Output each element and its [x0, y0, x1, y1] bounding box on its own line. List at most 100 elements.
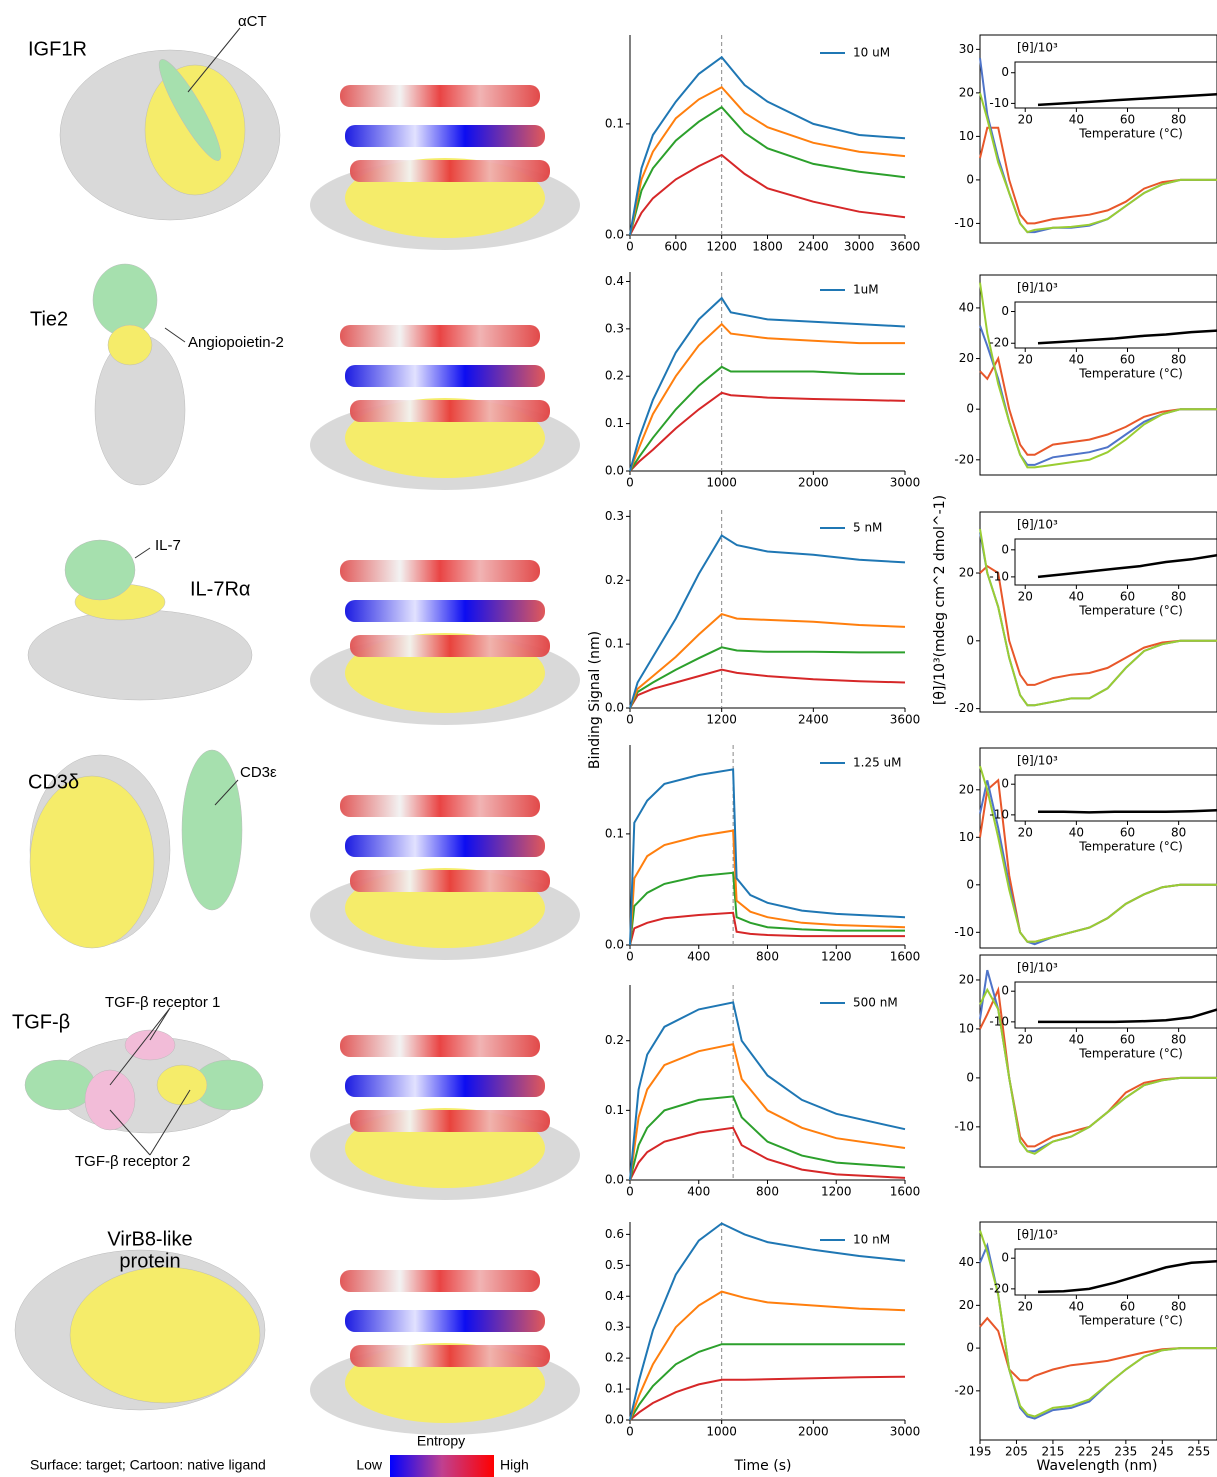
x-tick-label: 1800: [752, 240, 783, 254]
leader-line: [149, 1089, 191, 1156]
series-line: [629, 1290, 906, 1421]
x-tick-label: 3000: [844, 240, 875, 254]
legend-label: 10 uM: [853, 46, 890, 60]
ligand-helix: [340, 795, 540, 817]
series-line: [629, 365, 905, 472]
x-tick-label: 0: [626, 476, 634, 490]
inset-chart: -10 0 20 40 60 80 [θ]/10³ Temperature (°C): [989, 961, 1217, 1061]
series-line: [979, 126, 1217, 225]
x-tick-label: 400: [687, 950, 710, 964]
y-tick-label: 20: [959, 1298, 974, 1312]
series-line: [629, 322, 905, 472]
y-tick-label: 40: [959, 300, 974, 314]
y-tick-label: 10: [959, 830, 974, 844]
series-line: [1038, 1008, 1217, 1024]
target-label: protein: [119, 1250, 180, 1272]
x-tick-label: 3600: [890, 713, 921, 727]
binding-chart: 0.0 0.1 0.2 0 400 800 1200 1600 500 nM: [605, 985, 920, 1199]
series-line: [629, 534, 906, 709]
y-tick-label: -10: [989, 807, 1009, 821]
x-tick-label: 3000: [890, 1425, 921, 1439]
series-line: [629, 1343, 905, 1421]
series-line: [629, 829, 906, 946]
y-tick-label: 0.0: [605, 1413, 624, 1427]
y-tick-label: 0.1: [605, 416, 624, 430]
x-tick-label: 40: [1069, 826, 1084, 840]
x-tick-label: 1200: [821, 1185, 852, 1199]
binding-chart: 0.0 0.1 0.2 0.3 0.4 0 1000 2000 3000 1uM: [605, 272, 920, 490]
y-tick-label: 0.3: [605, 1320, 624, 1334]
series-line: [1038, 809, 1217, 814]
plot-frame: [1014, 538, 1217, 586]
y-tick-label: 20: [959, 782, 974, 796]
x-tick-label: 60: [1120, 1033, 1135, 1047]
target-label: IGF1R: [28, 38, 87, 60]
y-tick-label: -20: [989, 336, 1009, 350]
ligand-label: CD3ε: [240, 764, 277, 781]
y-tick-label: -20: [989, 1281, 1009, 1295]
y-tick-label: 0.0: [605, 701, 624, 715]
x-tick-label: 40: [1069, 590, 1084, 604]
caption: Surface: target; Cartoon: native ligand: [30, 1457, 266, 1473]
y-tick-label: 0.1: [605, 826, 624, 840]
x-tick-label: 1200: [706, 713, 737, 727]
inset-chart: -20 0 20 40 60 80 [θ]/10³ Temperature (°C): [989, 1228, 1217, 1328]
x-axis-label: Wavelength (nm): [1037, 1458, 1158, 1474]
x-tick-label: 1600: [890, 950, 921, 964]
inset-chart: -20 0 20 40 60 80 [θ]/10³ Temperature (°C): [989, 281, 1217, 381]
leader-line: [164, 327, 186, 343]
x-tick-label: 60: [1120, 590, 1135, 604]
inset-x-label: Temperature (°C): [1078, 604, 1183, 618]
x-tick-label: 2400: [798, 240, 829, 254]
ligand-helix: [345, 1075, 545, 1097]
target-label: Tie2: [30, 308, 68, 330]
leader-line: [134, 547, 151, 559]
y-tick-label: 0: [1001, 777, 1009, 791]
ligand-helix: [340, 1270, 540, 1292]
ligand-helix: [350, 1345, 550, 1367]
series-line: [629, 1222, 906, 1421]
y-axis-label: [θ]/10³(mdeg cm^2 dmol^-1): [932, 495, 948, 705]
series-line: [629, 768, 906, 946]
protein-shape: [64, 539, 136, 601]
structure-art: [14, 27, 580, 1435]
series-line: [629, 105, 906, 236]
y-tick-label: 0: [1001, 65, 1009, 79]
ligand-label: IL-7: [155, 537, 181, 554]
y-tick-label: 0: [966, 633, 974, 647]
x-tick-label: 20: [1018, 353, 1033, 367]
x-tick-label: 1600: [890, 1185, 921, 1199]
y-axis-label: Binding Signal (nm): [587, 631, 603, 769]
ligand-helix: [350, 160, 550, 182]
y-tick-label: 10: [959, 129, 974, 143]
x-tick-label: 225: [1078, 1445, 1101, 1459]
series-line: [629, 1126, 906, 1181]
series-line: [979, 765, 1217, 943]
x-tick-label: 1000: [706, 1425, 737, 1439]
x-tick-label: 2000: [798, 1425, 829, 1439]
y-tick-label: 0.1: [605, 116, 624, 130]
y-tick-label: 0.1: [605, 1103, 624, 1117]
leader-line: [109, 1007, 171, 1086]
y-tick-label: -20: [954, 1383, 974, 1397]
inset-title: [θ]/10³: [1017, 961, 1058, 975]
x-tick-label: 235: [1114, 1445, 1137, 1459]
series-line: [629, 1001, 906, 1181]
target-label: VirB8-like: [107, 1228, 192, 1250]
plot-frame: [1014, 774, 1217, 822]
y-tick-label: -10: [954, 216, 974, 230]
x-tick-label: 0: [626, 240, 634, 254]
ligand-label: Angiopoietin-2: [188, 334, 284, 351]
x-tick-label: 60: [1120, 113, 1135, 127]
protein-shape: [124, 1029, 176, 1061]
y-tick-label: 0.4: [605, 274, 624, 288]
y-tick-label: 0: [966, 1070, 974, 1084]
x-tick-label: 1200: [821, 950, 852, 964]
x-tick-label: 245: [1151, 1445, 1174, 1459]
y-tick-label: 0.3: [605, 509, 624, 523]
x-tick-label: 0: [626, 1185, 634, 1199]
x-tick-label: 20: [1018, 1300, 1033, 1314]
ligand-helix: [340, 560, 540, 582]
y-tick-label: 20: [959, 85, 974, 99]
